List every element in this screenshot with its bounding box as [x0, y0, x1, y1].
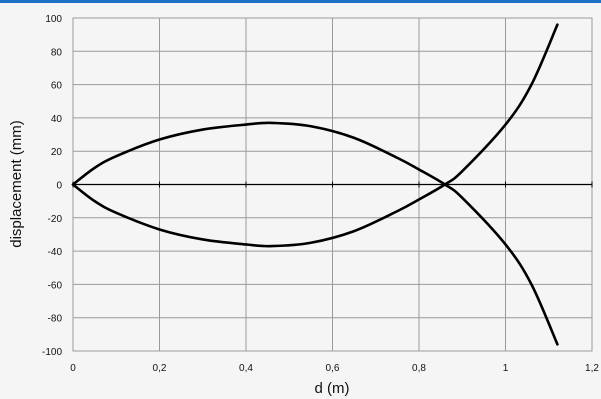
y-tick-label: 100 [45, 14, 62, 25]
series-line-2 [71, 23, 559, 248]
tick-labels: 0 0,2 0,4 0,6 0,8 1 1,2 100 80 60 40 20 0 -20 -40 -60 -8… [42, 14, 599, 374]
y-tick-label: 40 [51, 114, 63, 125]
y-tick-label: -60 [48, 280, 63, 291]
y-axis-title: displacement (mm) [8, 120, 25, 248]
y-tick-label: -20 [48, 214, 63, 225]
y-tick-label: 60 [51, 81, 63, 92]
y-tick-label: -80 [48, 314, 63, 325]
x-tick-label: 1 [503, 363, 509, 374]
series-lines [71, 23, 559, 346]
y-tick-label: -100 [42, 347, 62, 358]
series-line-1 [71, 121, 559, 346]
y-tick-label: 80 [51, 47, 63, 58]
x-tick-label: 1,2 [585, 363, 599, 374]
y-tick-label: -40 [48, 247, 63, 258]
x-tick-label: 0 [70, 363, 76, 374]
y-tick-label: 0 [56, 181, 62, 192]
x-tick-label: 0,8 [412, 363, 426, 374]
grid [72, 17, 593, 352]
y-tick-label: 20 [51, 147, 63, 158]
x-tick-label: 0,6 [326, 363, 340, 374]
x-axis-title: d (m) [315, 380, 350, 397]
x-tick-label: 0,4 [239, 363, 253, 374]
x-tick-label: 0,2 [153, 363, 167, 374]
top-accent-bar [0, 0, 601, 3]
